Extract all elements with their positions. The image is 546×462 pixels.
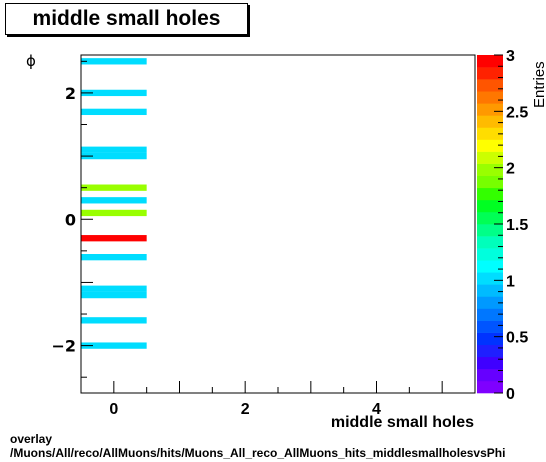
z-axis-label: Entries xyxy=(531,61,546,108)
palette-swatch xyxy=(477,187,503,201)
palette-swatch xyxy=(477,55,503,68)
x-axis-label: middle small holes xyxy=(331,414,474,431)
palette-swatch xyxy=(477,79,503,92)
z-tick-label: 2.5 xyxy=(506,104,528,121)
axes: 0 2 4 −2 0 2 xyxy=(51,60,476,418)
z-tick-label: 3 xyxy=(506,48,515,65)
chart-title: middle small holes xyxy=(5,3,248,35)
heatmap-cell-8 xyxy=(81,235,147,242)
heatmap-cell-13 xyxy=(81,342,147,349)
palette-swatch xyxy=(477,211,503,225)
heatmap-cell-12 xyxy=(81,317,147,324)
heatmap-cell-3 xyxy=(81,146,147,153)
palette-swatch xyxy=(477,91,503,104)
footer-line-overlay: overlay xyxy=(10,432,53,446)
heatmap-cell-5 xyxy=(81,184,147,191)
palette-swatch xyxy=(477,67,503,80)
y-tick-label: −2 xyxy=(51,337,76,356)
palette-swatch xyxy=(477,260,503,273)
y-axis-label: ϕ xyxy=(26,52,36,70)
palette-swatch xyxy=(477,151,503,164)
palette-swatch xyxy=(477,127,503,140)
palette-swatch xyxy=(477,139,503,152)
heatmap-cell-11 xyxy=(81,291,147,299)
heatmap-cell-9 xyxy=(81,254,147,261)
palette-swatch xyxy=(477,356,503,370)
footer-line-path: /Muons/All/reco/AllMuons/hits/Muons_All_… xyxy=(10,446,506,460)
z-tick-label: 1.5 xyxy=(506,217,528,234)
z-tick-label: 1 xyxy=(506,273,515,290)
palette-swatch xyxy=(477,236,503,249)
palette-swatch xyxy=(477,368,503,382)
palette-swatch xyxy=(477,175,503,189)
heatmap-cell-0 xyxy=(81,58,147,65)
heatmap-cell-7 xyxy=(81,209,147,217)
palette-swatch xyxy=(477,272,503,285)
z-tick-label: 0 xyxy=(506,386,515,403)
heatmap-cell-2 xyxy=(81,108,147,116)
palette-swatch xyxy=(477,308,503,321)
color-palette: 0 0.5 1 1.5 2 2.5 3 xyxy=(477,48,528,403)
palette-swatch xyxy=(477,248,503,261)
palette-swatch xyxy=(477,199,503,213)
palette-swatch xyxy=(477,224,503,237)
palette-swatch xyxy=(477,320,503,333)
z-tick-label: 2 xyxy=(506,161,515,178)
palette-swatch xyxy=(477,103,503,116)
heatmap-cell-10 xyxy=(81,285,147,292)
y-tick-label: 0 xyxy=(65,210,76,229)
heatmap-cell-1 xyxy=(81,89,147,97)
x-tick-label: 0 xyxy=(109,401,118,418)
palette-swatch xyxy=(477,115,503,128)
heatmap-cells xyxy=(81,58,147,349)
palette-swatch xyxy=(477,344,503,358)
palette-swatch xyxy=(477,380,503,394)
palette-swatch xyxy=(477,163,503,177)
x-tick-label: 2 xyxy=(241,401,250,418)
y-tick-label: 2 xyxy=(65,84,76,103)
heatmap-cell-4 xyxy=(81,152,147,160)
heatmap-cell-6 xyxy=(81,197,147,204)
palette-swatch xyxy=(477,296,503,309)
z-tick-label: 0.5 xyxy=(506,330,528,347)
palette-swatch xyxy=(477,284,503,297)
x-tick-label: 4 xyxy=(372,401,381,418)
palette-swatch xyxy=(477,332,503,346)
plot-frame xyxy=(80,54,476,394)
